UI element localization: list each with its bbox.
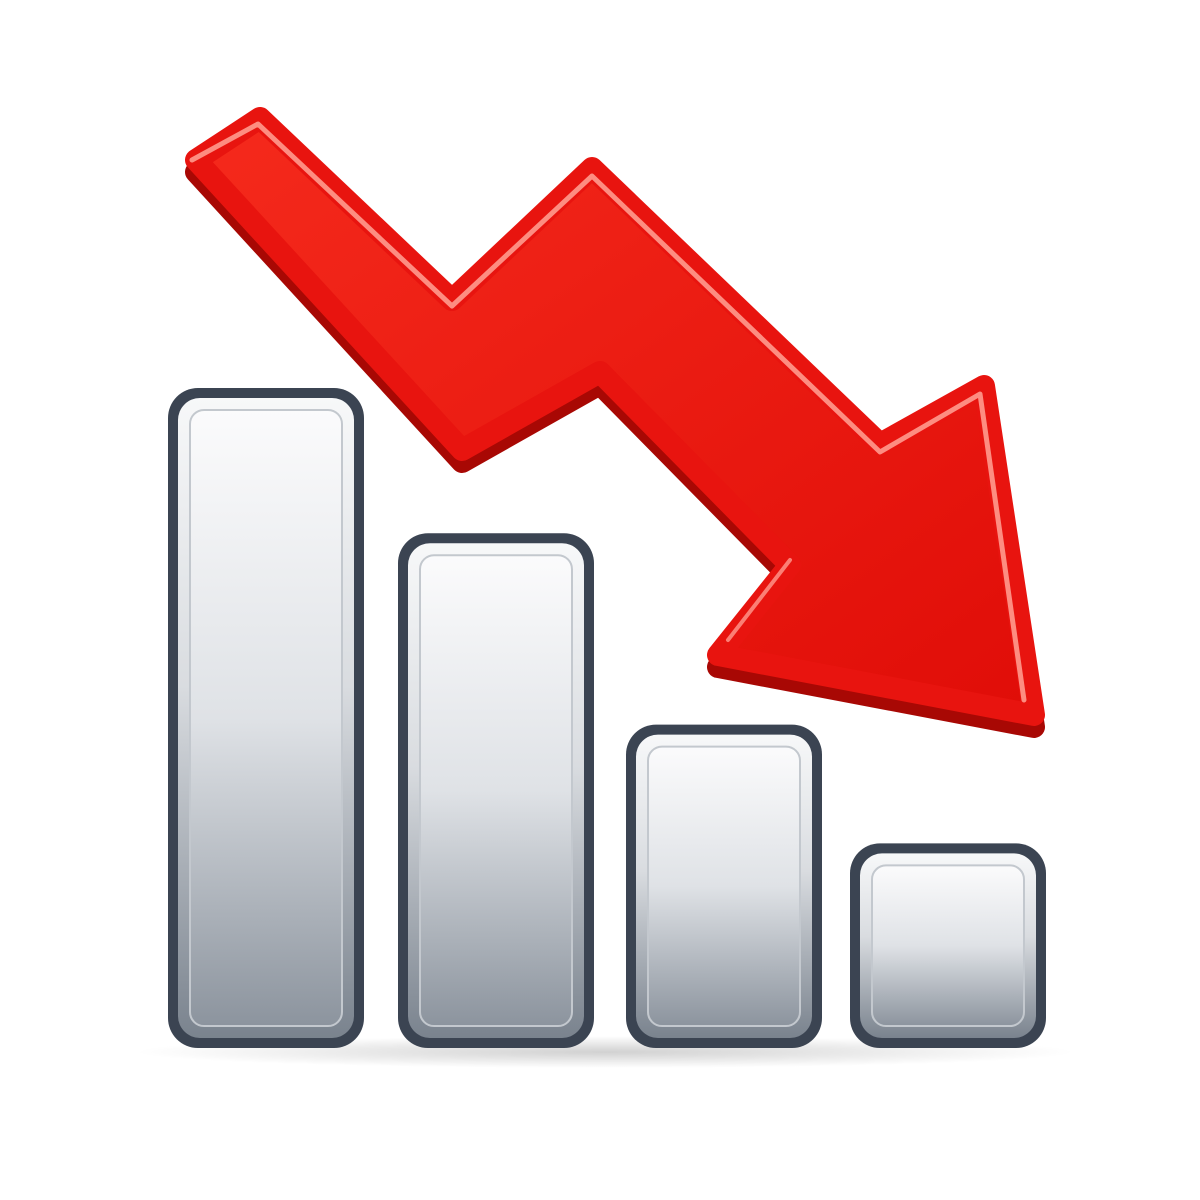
bar-3-face	[647, 745, 801, 1027]
bar-1-face	[189, 409, 343, 1027]
ground-shadow	[135, 1036, 1075, 1068]
bars-group	[168, 388, 1046, 1048]
downward-trend-arrow-icon	[185, 107, 1045, 738]
arrow-highlight	[189, 121, 1027, 703]
bar-2-face	[419, 554, 573, 1027]
arrow-body	[185, 107, 1045, 726]
bar-4-face	[871, 864, 1025, 1028]
arrow-highlight-lower	[726, 558, 792, 642]
